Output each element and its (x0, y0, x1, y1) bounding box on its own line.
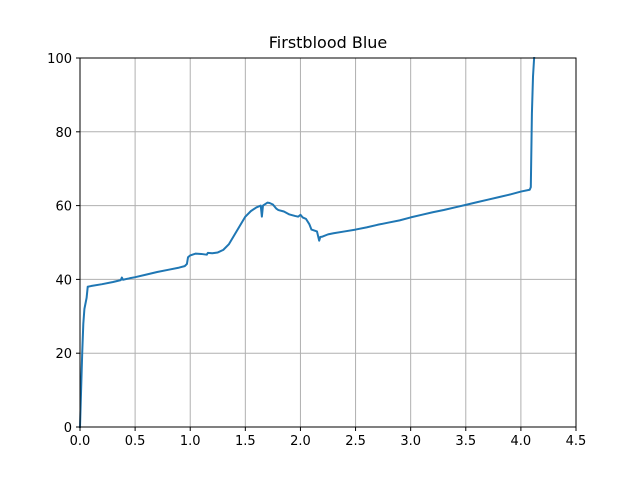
x-tick-label: 0.5 (125, 434, 146, 449)
plot-frame (79, 57, 577, 428)
x-tick-label: 3.0 (400, 434, 421, 449)
y-tick-label: 20 (55, 347, 72, 362)
axis-ticks: 0.0 0.5 1.0 1.5 2.0 2.5 3.0 3.5 4.0 4.5 0 20 40 60 80 1… (47, 52, 586, 449)
x-tick-label: 2.0 (290, 434, 311, 449)
series-line (78, 56, 536, 429)
x-tick-label: 3.5 (455, 434, 476, 449)
y-tick-label: 40 (55, 273, 72, 288)
x-tick-label: 2.5 (345, 434, 366, 449)
x-tick-label: 1.0 (180, 434, 201, 449)
x-tick-label: 1.5 (235, 434, 256, 449)
y-tick-label: 100 (47, 52, 72, 67)
y-tick-label: 0 (64, 421, 72, 436)
x-tick-label: 4.5 (566, 434, 587, 449)
chart-title: Firstblood Blue (269, 33, 388, 52)
y-tick-label: 60 (55, 200, 72, 215)
x-tick-label: 4.0 (511, 434, 532, 449)
x-tick-label: 0.0 (70, 434, 91, 449)
y-tick-label: 80 (55, 126, 72, 141)
